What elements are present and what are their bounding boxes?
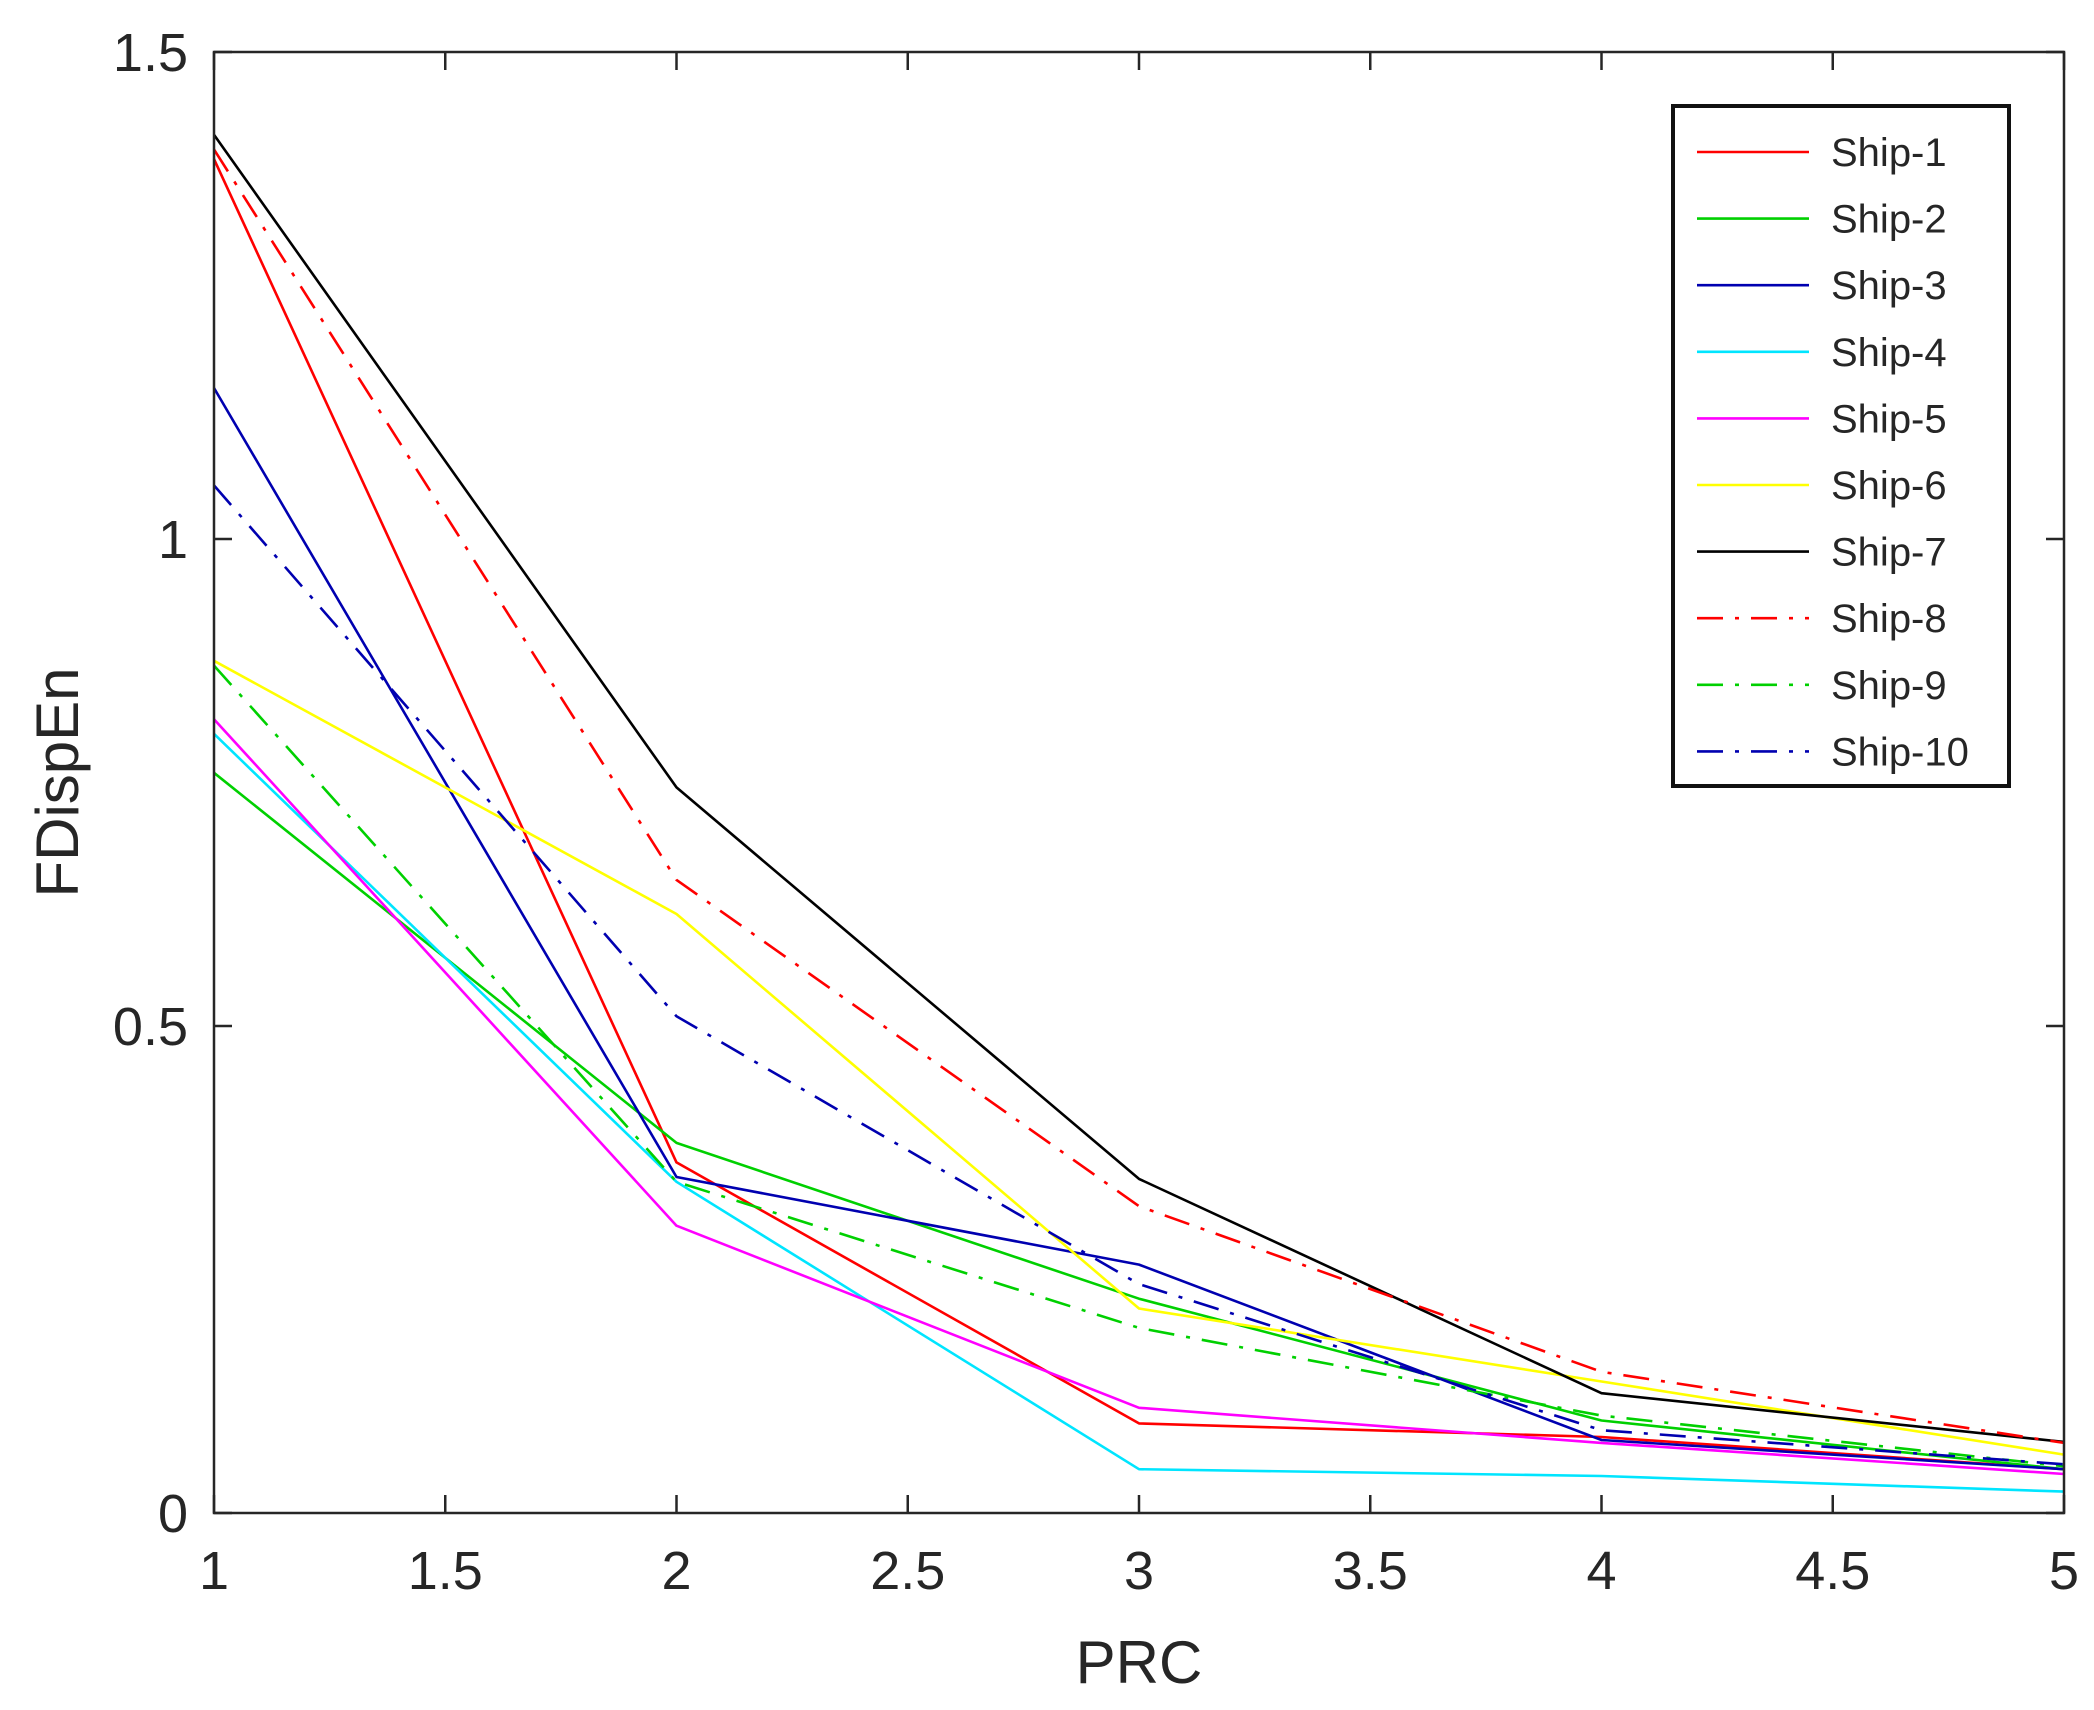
series-line-ship-1 — [212, 158, 2065, 1471]
series-line-ship-9 — [213, 664, 2065, 1468]
x-tick-label: 3 — [1124, 1541, 1154, 1601]
legend-label-ship-4: Ship-4 — [1831, 331, 1947, 375]
x-tick-label: 4 — [1586, 1541, 1616, 1601]
x-axis-label: PRC — [1076, 1629, 1203, 1696]
y-tick-label: 0 — [158, 1484, 188, 1544]
legend: Ship-1 Ship-2 Ship-3 Ship-4 Ship-5 Ship-6 Ship… — [1671, 104, 2011, 788]
tick-layer: 1 1.5 2 2.5 3 3.5 4 4.5 5 0 0.5 1 1.5 — [113, 23, 2079, 1601]
legend-label-ship-9: Ship-9 — [1831, 664, 1947, 708]
series-line-ship-3 — [212, 387, 2065, 1471]
legend-label-ship-3: Ship-3 — [1831, 264, 1947, 308]
legend-label-ship-6: Ship-6 — [1831, 464, 1947, 508]
x-tick-label: 2.5 — [870, 1541, 945, 1601]
x-tick-label: 3.5 — [1333, 1541, 1408, 1601]
x-tick-label: 5 — [2049, 1541, 2079, 1601]
series-layer — [212, 134, 2065, 1493]
series-line-ship-7 — [212, 134, 2065, 1444]
legend-label-ship-7: Ship-7 — [1831, 531, 1947, 575]
legend-label-ship-8: Ship-8 — [1831, 597, 1947, 641]
legend-label-ship-5: Ship-5 — [1831, 397, 1947, 441]
x-tick-label: 1 — [199, 1541, 229, 1601]
y-tick-label: 1 — [158, 510, 188, 570]
legend-label-ship-1: Ship-1 — [1831, 131, 1947, 175]
series-line-ship-5 — [213, 718, 2065, 1476]
legend-label-ship-2: Ship-2 — [1831, 198, 1947, 242]
series-line-ship-8 — [212, 148, 2065, 1445]
x-tick-label: 1.5 — [408, 1541, 483, 1601]
x-tick-label: 2 — [661, 1541, 691, 1601]
series-line-ship-4 — [213, 732, 2065, 1493]
legend-box — [1671, 104, 2011, 788]
x-tick-label: 4.5 — [1795, 1541, 1870, 1601]
y-tick-label: 1.5 — [113, 23, 188, 83]
y-axis-label: FDispEn — [24, 667, 91, 897]
y-tick-label: 0.5 — [113, 997, 188, 1057]
series-line-ship-6 — [213, 659, 2065, 1456]
legend-label-ship-10: Ship-10 — [1831, 730, 1969, 774]
series-line-ship-2 — [213, 771, 2065, 1471]
